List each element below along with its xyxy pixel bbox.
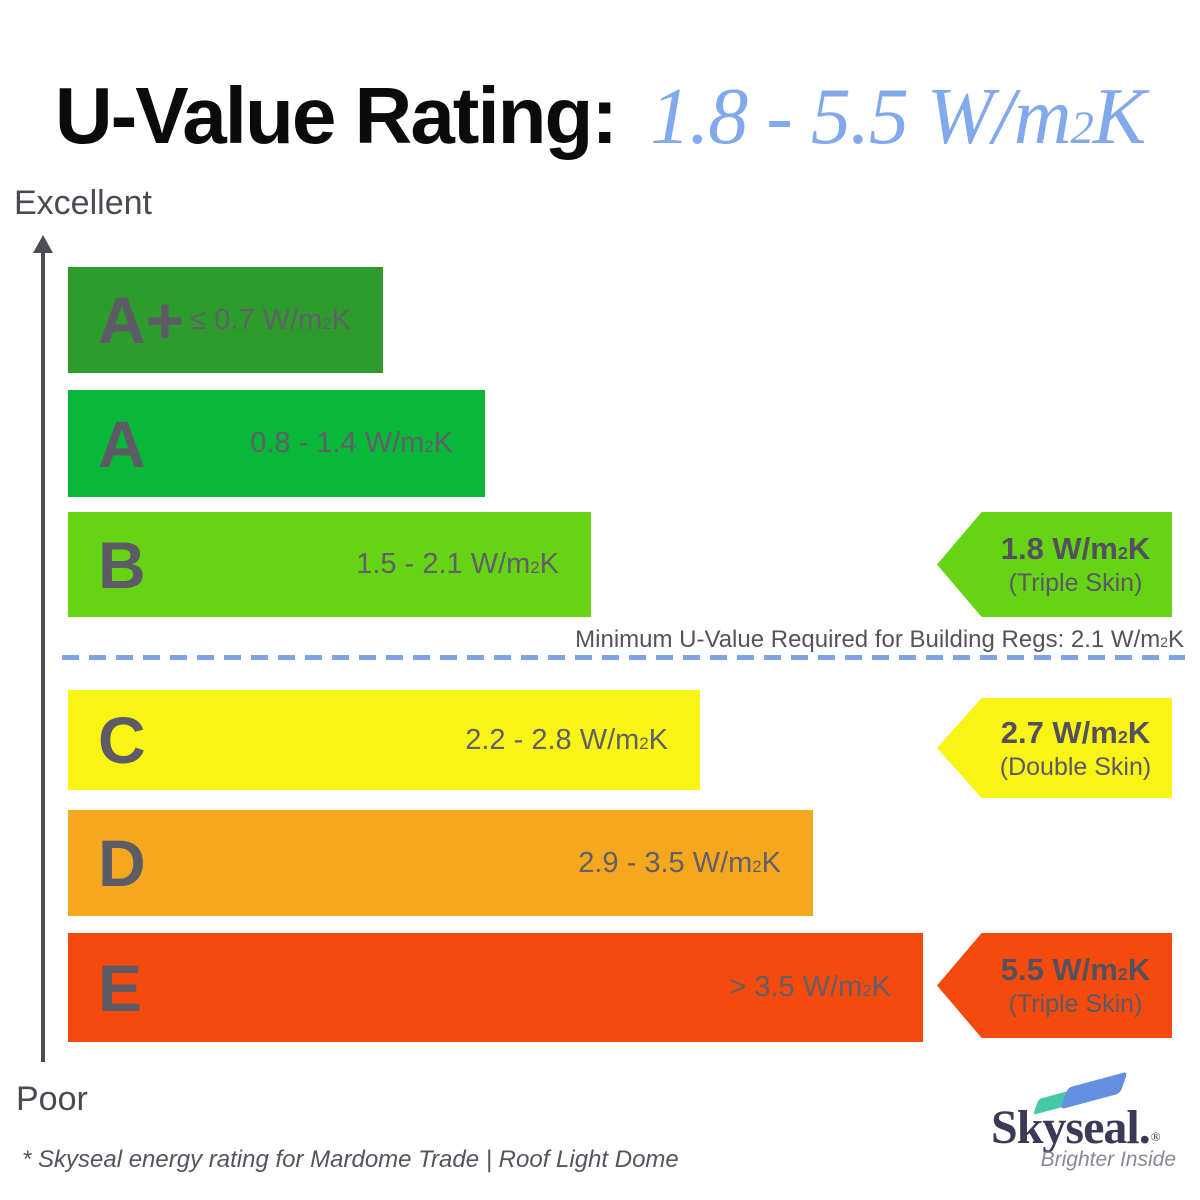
range-label-b: 1.5 - 2.1 W/m2K xyxy=(356,548,559,580)
grade-label-a: A xyxy=(98,406,146,481)
marker-skin-type: (Triple Skin) xyxy=(1008,569,1143,597)
logo-wordmark: Skyseal.® xyxy=(991,1100,1161,1155)
rating-bar-a: A 0.8 - 1.4 W/m2K xyxy=(68,390,485,497)
logo-text: Skyseal. xyxy=(991,1101,1151,1154)
range-label-d: 2.9 - 3.5 W/m2K xyxy=(578,846,781,879)
title-text: U-Value Rating: xyxy=(54,71,637,160)
page-title: U-Value Rating: 1.8 - 5.5 W/m2K xyxy=(0,70,1200,163)
registered-trademark-icon: ® xyxy=(1150,1129,1161,1144)
grade-label-e: E xyxy=(98,950,143,1025)
rating-bar-a-plus: A+ ≤ 0.7 W/m2K xyxy=(68,267,383,373)
range-label-c: 2.2 - 2.8 W/m2K xyxy=(465,723,668,756)
grade-label-b: B xyxy=(98,527,146,602)
marker-value: 5.5 W/m2K xyxy=(1000,952,1151,987)
rating-bar-d: D 2.9 - 3.5 W/m2K xyxy=(68,810,813,916)
marker-value: 2.7 W/m2K xyxy=(1000,714,1151,750)
range-label-a: 0.8 - 1.4 W/m2K xyxy=(250,427,453,459)
marker-skin-type: (Double Skin) xyxy=(999,752,1152,781)
axis-arrow-up-icon xyxy=(33,235,53,253)
skyseal-logo: Skyseal.® Brighter Inside xyxy=(985,1071,1190,1182)
grade-label-a-plus: A+ xyxy=(98,283,185,357)
axis-label-excellent: Excellent xyxy=(14,184,152,222)
axis-line xyxy=(41,250,45,1062)
axis-label-poor: Poor xyxy=(16,1080,88,1118)
range-label-e: > 3.5 W/m2K xyxy=(729,971,891,1003)
building-regs-threshold-dashed-line xyxy=(62,655,1185,660)
rating-bar-b: B 1.5 - 2.1 W/m2K xyxy=(68,512,591,617)
marker-value: 1.8 W/m2K xyxy=(1000,531,1151,566)
marker-arrow-2-7-double-skin: 2.7 W/m2K (Double Skin) xyxy=(937,698,1172,798)
marker-arrow-5-5-triple-skin: 5.5 W/m2K (Triple Skin) xyxy=(937,933,1172,1038)
rating-bar-c: C 2.2 - 2.8 W/m2K xyxy=(68,690,700,790)
title-range-value: 1.8 - 5.5 W/m2K xyxy=(650,73,1146,161)
building-regs-threshold-label: Minimum U-Value Required for Building Re… xyxy=(575,626,1184,653)
footnote: * Skyseal energy rating for Mardome Trad… xyxy=(22,1146,679,1173)
rating-bar-e: E > 3.5 W/m2K xyxy=(68,933,923,1042)
marker-arrow-1-8-triple-skin: 1.8 W/m2K (Triple Skin) xyxy=(937,512,1172,617)
logo-tagline: Brighter Inside xyxy=(1040,1148,1176,1171)
grade-label-c: C xyxy=(98,703,146,777)
range-label-a-plus: ≤ 0.7 W/m2K xyxy=(190,303,351,336)
marker-skin-type: (Triple Skin) xyxy=(1008,990,1143,1018)
grade-label-d: D xyxy=(98,826,146,900)
